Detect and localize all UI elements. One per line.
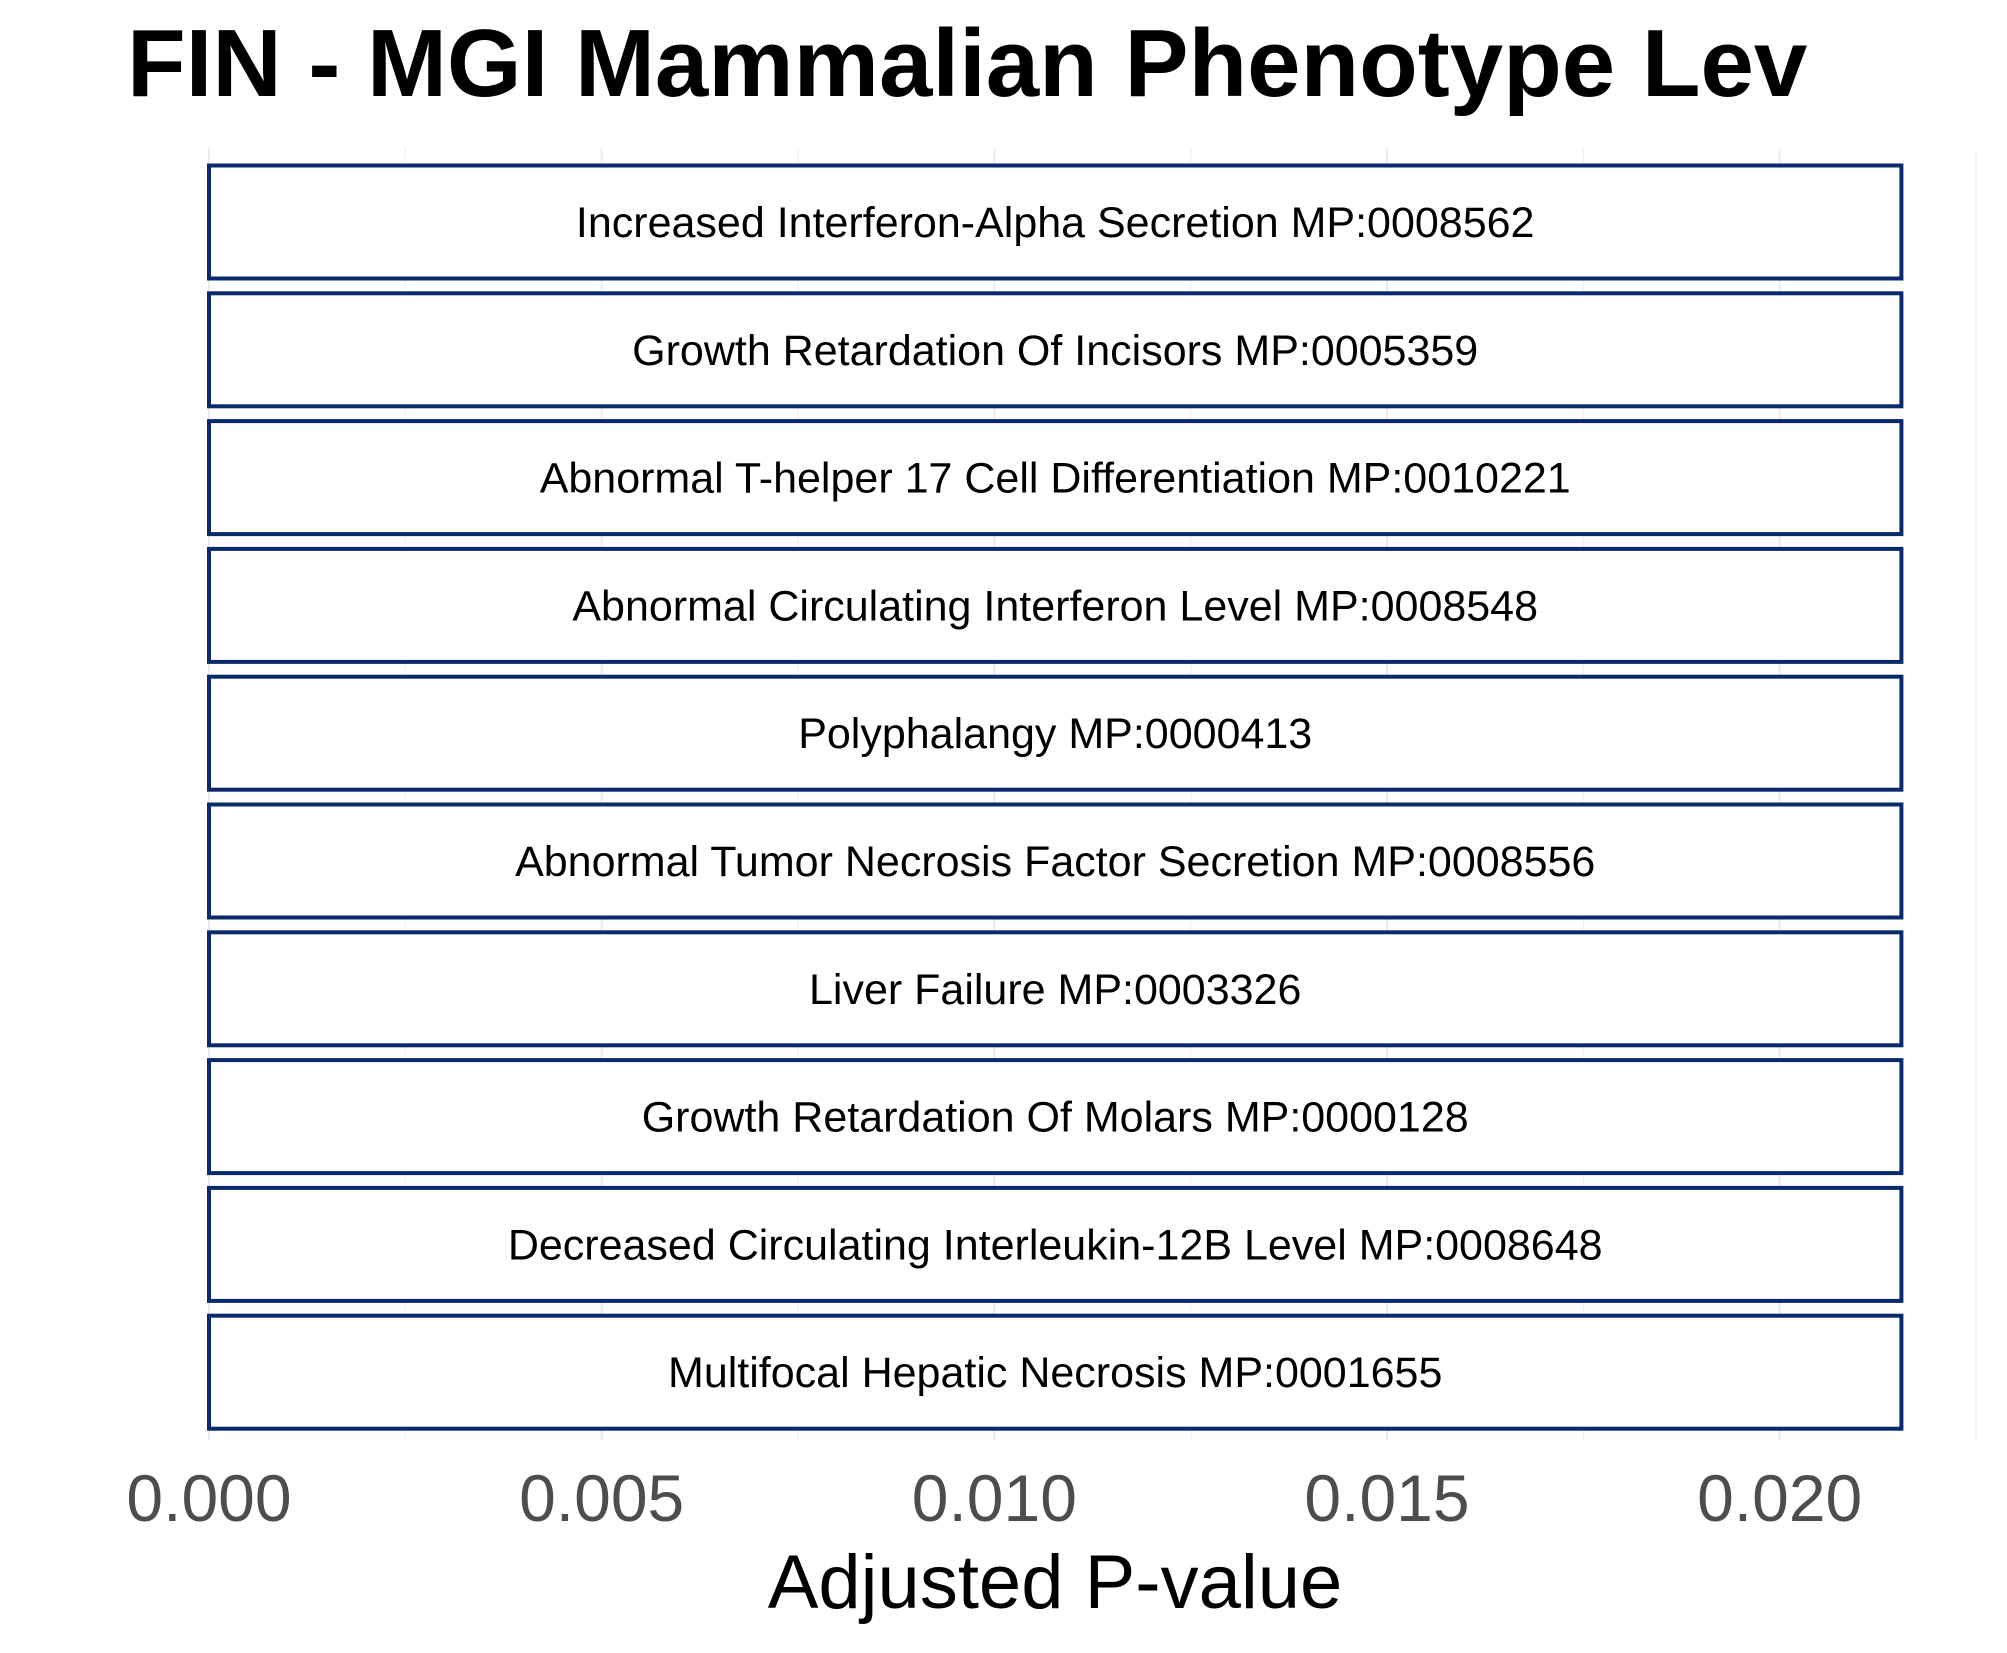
bar-label: Abnormal T-helper 17 Cell Differentiatio…: [540, 455, 1571, 503]
bar-labels: Increased Interferon-Alpha Secretion MP:…: [508, 199, 1603, 1397]
bar: [207, 1313, 1904, 1431]
bar: [207, 802, 1904, 920]
x-tick-label: 0.010: [912, 1461, 1077, 1535]
bar-label: Growth Retardation Of Molars MP:0000128: [642, 1094, 1469, 1142]
bar-label: Abnormal Tumor Necrosis Factor Secretion…: [515, 838, 1595, 886]
bar: [207, 1058, 1904, 1176]
x-axis-title: Adjusted P-value: [768, 1540, 1343, 1625]
bar-label: Abnormal Circulating Interferon Level MP…: [572, 582, 1538, 630]
bar-label: Polyphalangy MP:0000413: [798, 710, 1312, 758]
x-tick-label: 0.000: [126, 1461, 291, 1535]
bar: [207, 163, 1904, 281]
bar-label: Increased Interferon-Alpha Secretion MP:…: [576, 199, 1535, 247]
x-tick-label: 0.005: [519, 1461, 684, 1535]
x-tick-label: 0.020: [1697, 1461, 1862, 1535]
bar: [207, 291, 1904, 409]
bars: [207, 163, 1904, 1431]
bar: [207, 930, 1904, 1048]
x-tick-label: 0.015: [1304, 1461, 1469, 1535]
bar-label: Multifocal Hepatic Necrosis MP:0001655: [668, 1349, 1442, 1397]
x-axis-ticks: 0.000 0.005 0.010 0.015 0.020: [126, 1461, 1862, 1535]
bar: [207, 419, 1904, 537]
bar: [207, 1185, 1904, 1303]
bar-label: Growth Retardation Of Incisors MP:000535…: [632, 327, 1478, 375]
bar: [207, 674, 1904, 792]
bar: [207, 546, 1904, 664]
bar-label: Decreased Circulating Interleukin-12B Le…: [508, 1221, 1603, 1269]
bar-label: Liver Failure MP:0003326: [809, 966, 1301, 1014]
chart-title: FIN - MGI Mammalian Phenotype Lev: [127, 10, 1807, 117]
